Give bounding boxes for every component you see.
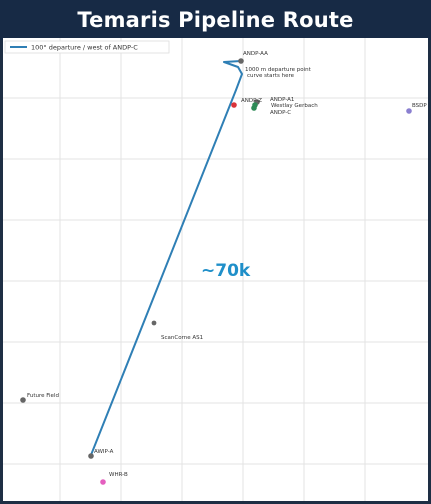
curve-note-label: 1000 m departure point curve starts here xyxy=(245,67,313,79)
point-awip-a[interactable]: AWIP-A xyxy=(88,449,114,459)
point-label: ANDP-Z xyxy=(241,98,262,104)
legend: 100° departure / west of ANDP-C xyxy=(4,40,170,54)
point-label: Future Field xyxy=(27,393,59,399)
point-future[interactable]: Future Field xyxy=(20,393,59,403)
point-marker xyxy=(231,102,237,108)
point-marker xyxy=(100,479,106,485)
point-marker xyxy=(251,105,257,111)
point-label: BSDP xyxy=(412,103,427,109)
point-label: Westlay Gerbach xyxy=(271,103,318,109)
point-label: AWIP-A xyxy=(94,449,114,455)
point-westlay[interactable]: Westlay Gerbach xyxy=(251,103,318,111)
pipeline-route[interactable] xyxy=(90,60,243,456)
page-title: Temaris Pipeline Route xyxy=(0,0,431,40)
legend-label: 100° departure / west of ANDP-C xyxy=(31,44,138,52)
point-marker xyxy=(406,108,412,114)
point-marker xyxy=(20,397,26,403)
point-label: ANDP-AA xyxy=(243,51,268,57)
point-label: ScanCorne AS1 xyxy=(161,335,203,341)
point-bsdp[interactable]: BSDP xyxy=(406,103,427,114)
point-label: WHR-B xyxy=(109,472,128,478)
point-label: ANDP-C xyxy=(270,110,291,116)
point-andp-aa[interactable]: ANDP-AA xyxy=(238,51,268,64)
grid xyxy=(3,38,428,501)
route-distance-label: ~70k xyxy=(201,261,251,281)
point-andp-z[interactable]: ANDP-Z xyxy=(231,98,262,108)
point-marker xyxy=(88,453,94,459)
point-scanlone[interactable]: ScanCorne AS1 xyxy=(151,320,204,341)
point-whr-b[interactable]: WHR-B xyxy=(100,472,128,485)
map-panel[interactable]: 100° departure / west of ANDP-C ~70k 100… xyxy=(3,38,428,501)
point-marker xyxy=(151,320,157,326)
point-marker xyxy=(238,58,244,64)
map-canvas[interactable]: 100° departure / west of ANDP-C ~70k 100… xyxy=(3,38,428,501)
point-label: ANDP-A1 xyxy=(270,97,294,103)
